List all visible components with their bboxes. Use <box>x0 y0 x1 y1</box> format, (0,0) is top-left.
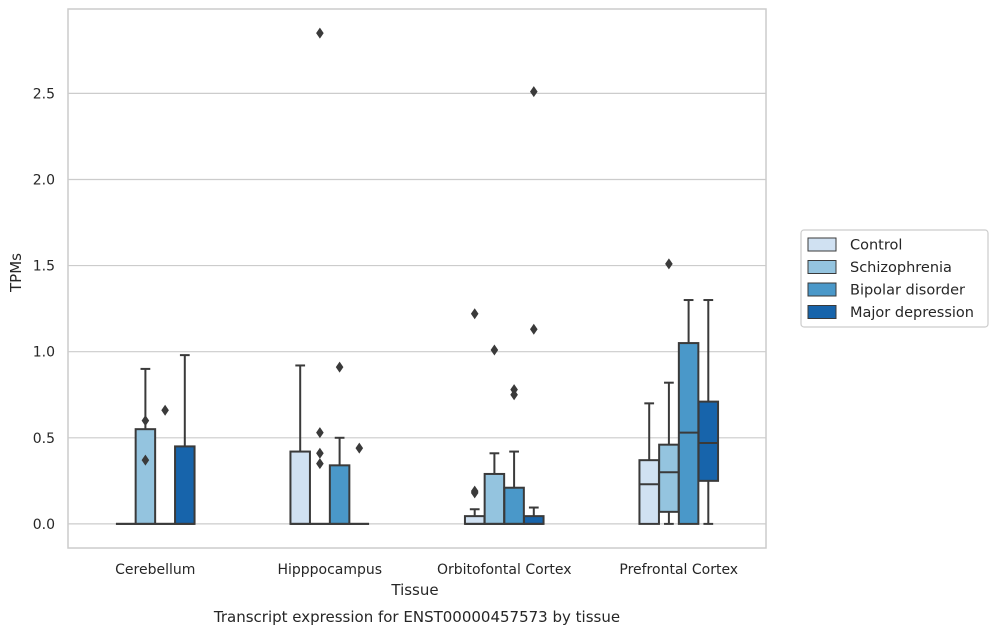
outlier-point <box>490 344 499 356</box>
outlier-point <box>141 454 150 466</box>
legend-label: Major depression <box>850 305 974 321</box>
outlier-point <box>161 404 169 416</box>
box-major-depression <box>523 86 545 525</box>
outlier-point <box>510 384 518 396</box>
y-tick-label: 1.5 <box>33 259 55 275</box>
box-bipolar-disorder <box>503 384 525 525</box>
outlier-point <box>335 361 344 373</box>
box-body <box>289 450 311 525</box>
outlier-point <box>470 485 479 497</box>
outlier-point <box>316 447 324 459</box>
legend-swatch <box>807 237 837 252</box>
outlier-point <box>470 308 479 320</box>
box-bipolar-disorder <box>155 404 175 525</box>
box-schizophrenia <box>658 258 680 525</box>
box-body <box>658 443 680 513</box>
box-body <box>463 515 486 525</box>
box-control <box>289 364 311 525</box>
outlier-point <box>530 323 538 335</box>
box-plot-area <box>115 27 720 525</box>
outlier-point <box>316 27 324 39</box>
legend-swatch <box>807 260 837 274</box>
legend: Control Schizophrenia Bipolar disorder Majo… <box>800 229 989 328</box>
box-body <box>697 400 720 482</box>
box-schizophrenia <box>310 27 330 525</box>
x-tick-label: Hipppocampus <box>277 562 382 578</box>
x-tick-label: Cerebellum <box>115 562 195 578</box>
box-control <box>638 402 660 525</box>
box-body <box>523 515 545 525</box>
box-major-depression <box>697 299 720 525</box>
legend-label: Bipolar disorder <box>850 283 965 299</box>
legend-label: Schizophrenia <box>850 260 952 276</box>
y-tick-label: 2.0 <box>33 172 55 188</box>
x-axis-label: Tissue <box>390 581 438 599</box>
box-schizophrenia <box>134 367 157 525</box>
plot-frame <box>67 8 767 549</box>
x-tick-labels: Cerebellum Hipppocampus Orbitofontal Corte… <box>115 562 738 578</box>
box-body <box>503 486 525 525</box>
box-body <box>328 464 351 525</box>
y-tick-label: 2.5 <box>33 86 55 102</box>
outlier-point <box>665 258 673 270</box>
box-control <box>463 308 486 525</box>
box-body <box>174 445 196 525</box>
y-tick-labels: 0.0 0.5 1.0 1.5 2.0 2.5 <box>33 86 55 533</box>
box-body <box>483 472 506 525</box>
box-body <box>134 428 157 525</box>
y-tick-label: 1.0 <box>33 345 55 361</box>
box-major-depression <box>349 442 370 525</box>
outlier-point <box>316 427 324 439</box>
box-schizophrenia <box>483 344 506 525</box>
box-bipolar-disorder <box>677 299 700 525</box>
y-tick-label: 0.0 <box>33 517 55 533</box>
x-tick-label: Prefrontal Cortex <box>619 562 738 578</box>
outlier-point <box>355 442 364 454</box>
box-major-depression <box>174 354 196 525</box>
outlier-point <box>316 458 324 470</box>
y-tick-label: 0.5 <box>33 431 55 447</box>
box-body <box>638 459 660 525</box>
y-axis-label: TPMs <box>7 253 25 293</box>
box-bipolar-disorder <box>328 361 351 525</box>
legend-label: Control <box>850 238 902 254</box>
legend-swatch <box>807 282 837 297</box>
legend-swatch <box>807 305 837 319</box>
outlier-point <box>141 415 150 427</box>
outlier-point <box>530 86 538 98</box>
chart-caption: Transcript expression for ENST0000045757… <box>213 608 620 626</box>
legend-frame <box>800 229 989 328</box>
x-tick-label: Orbitofontal Cortex <box>437 562 572 578</box>
